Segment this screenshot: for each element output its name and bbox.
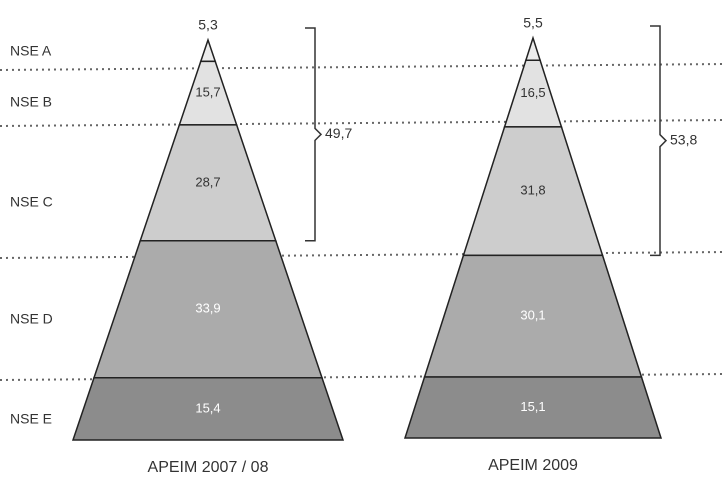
value-label: 15,1 bbox=[520, 399, 545, 414]
category-label: NSE A bbox=[10, 43, 52, 59]
pyramid-segment bbox=[403, 376, 663, 439]
pyramid-segment bbox=[71, 377, 345, 441]
series-name: APEIM 2007 / 08 bbox=[148, 459, 269, 476]
value-label: 5,5 bbox=[523, 15, 543, 31]
category-label: NSE D bbox=[10, 311, 53, 327]
bracket bbox=[650, 25, 668, 257]
series-name: APEIM 2009 bbox=[488, 457, 578, 474]
value-label: 16,5 bbox=[520, 85, 545, 100]
category-label: NSE C bbox=[10, 194, 53, 210]
category-label: NSE B bbox=[10, 94, 52, 110]
category-label: NSE E bbox=[10, 411, 52, 427]
bracket-label: 53,8 bbox=[670, 131, 697, 147]
separator bbox=[0, 63, 725, 71]
value-label: 31,8 bbox=[520, 183, 545, 198]
bracket bbox=[305, 27, 323, 242]
value-label: 28,7 bbox=[195, 174, 220, 189]
value-label: 5,3 bbox=[198, 17, 218, 33]
value-label: 30,1 bbox=[520, 308, 545, 323]
separator bbox=[0, 119, 725, 127]
pyramid-segment bbox=[524, 35, 542, 61]
pyramid-segment bbox=[199, 37, 217, 63]
bracket-label: 49,7 bbox=[325, 125, 352, 141]
separator bbox=[0, 251, 725, 259]
value-label: 33,9 bbox=[195, 301, 220, 316]
value-label: 15,7 bbox=[195, 85, 220, 100]
value-label: 15,4 bbox=[195, 400, 220, 415]
